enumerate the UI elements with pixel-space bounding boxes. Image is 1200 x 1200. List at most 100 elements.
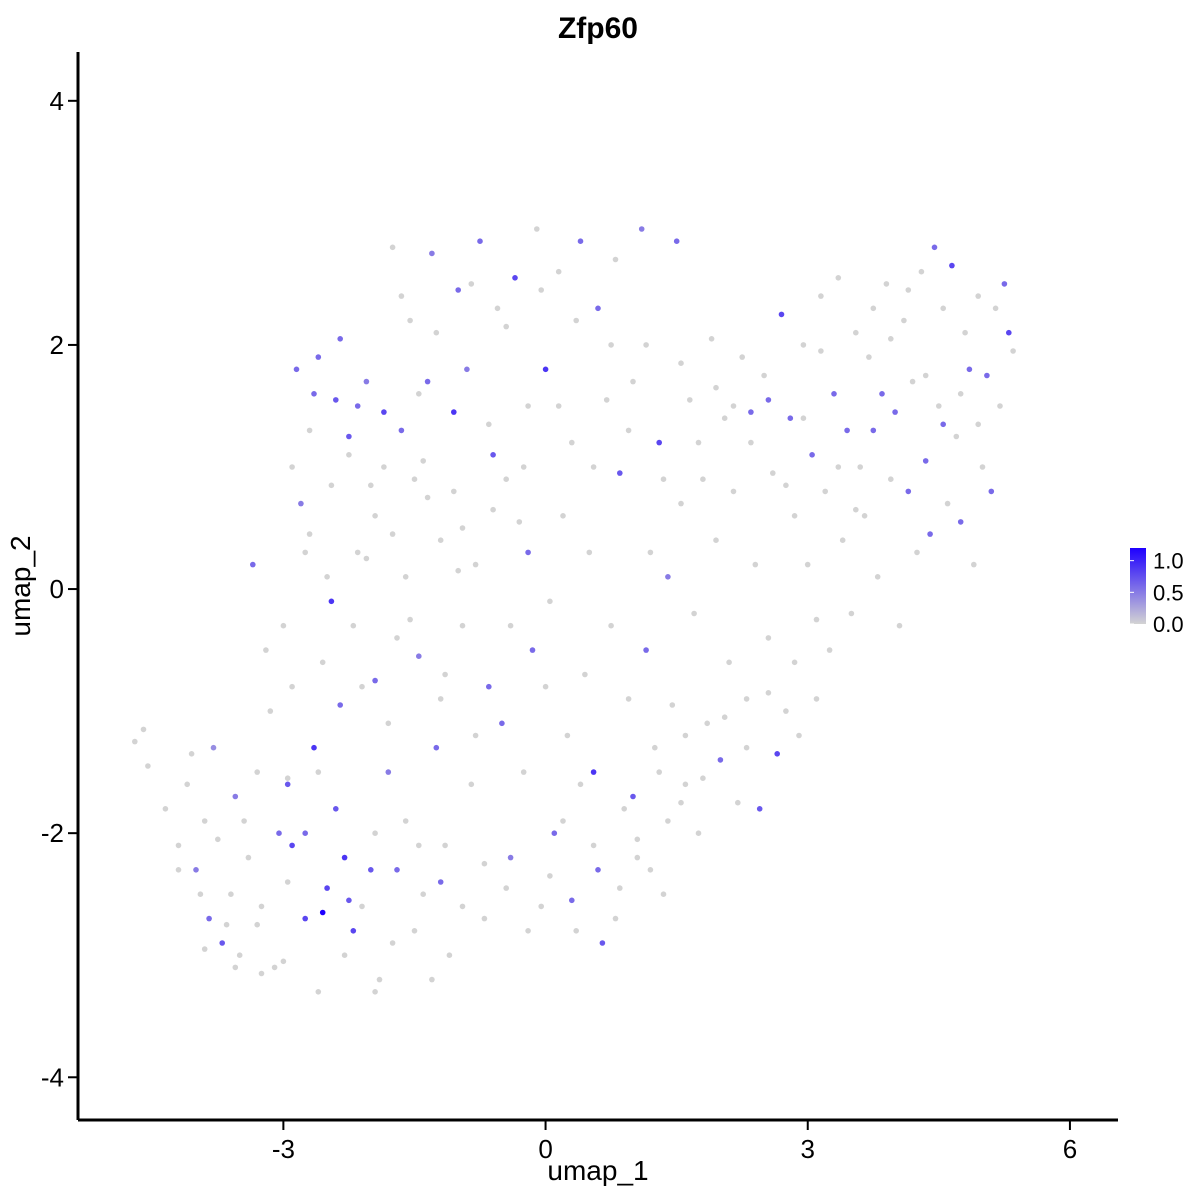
cell-point	[770, 470, 776, 476]
cell-point	[442, 842, 448, 849]
cell-point	[883, 281, 890, 287]
cell-point	[617, 470, 623, 476]
cell-point	[922, 458, 929, 464]
cell-point	[376, 976, 383, 983]
cell-point	[490, 452, 496, 458]
x-tick-label: 0	[538, 1134, 552, 1164]
cell-point	[713, 537, 719, 543]
cell-point	[656, 769, 662, 775]
cell-point	[337, 702, 344, 708]
cell-point	[302, 915, 309, 922]
cell-point	[319, 659, 326, 666]
cell-point	[555, 403, 562, 409]
cell-point	[333, 806, 339, 812]
cell-point	[901, 317, 907, 324]
colorbar-label: 1.0	[1153, 549, 1184, 574]
cell-point	[638, 226, 645, 232]
cell-point	[385, 769, 392, 775]
cell-point	[437, 879, 444, 885]
cell-point	[730, 488, 737, 495]
cell-point	[542, 683, 549, 690]
cell-point	[346, 897, 352, 904]
cell-point	[503, 476, 510, 483]
cell-point	[984, 372, 990, 379]
cell-point	[695, 830, 702, 836]
cell-point	[228, 891, 234, 897]
cell-point	[687, 397, 693, 403]
cell-point	[512, 275, 518, 281]
cell-point	[700, 775, 706, 781]
cell-point	[682, 732, 689, 739]
cell-point	[953, 433, 960, 440]
cell-point	[381, 464, 387, 470]
cell-point	[420, 891, 427, 897]
cell-point	[800, 415, 807, 422]
cell-point	[429, 250, 435, 257]
cell-point	[617, 885, 623, 891]
cell-point	[311, 744, 317, 751]
cell-point	[389, 244, 396, 251]
cell-point	[459, 525, 466, 531]
cell-point	[866, 354, 872, 360]
cell-point	[914, 549, 920, 556]
cell-point	[477, 238, 483, 244]
colorbar-ticks: 0.0 0.5 1.0	[1130, 549, 1184, 637]
cell-point	[608, 622, 614, 629]
points-layer	[132, 226, 1016, 995]
cell-point	[258, 903, 265, 910]
cell-point	[778, 311, 785, 318]
cell-point	[201, 818, 208, 824]
cell-point	[258, 970, 265, 977]
cell-point	[525, 549, 531, 556]
cell-point	[564, 732, 571, 739]
cell-point	[503, 885, 510, 891]
x-tick-label: 3	[801, 1134, 815, 1164]
cell-point	[359, 903, 365, 910]
y-tick-label: 0	[50, 574, 64, 604]
cell-point	[494, 305, 501, 312]
cell-point	[210, 744, 217, 751]
cell-point	[931, 244, 938, 251]
cell-point	[608, 342, 614, 348]
cell-point	[398, 427, 405, 434]
cell-point	[206, 915, 212, 922]
cell-point	[538, 903, 544, 910]
cell-point	[424, 378, 431, 385]
cell-point	[328, 598, 335, 605]
cell-point	[752, 561, 759, 568]
cell-point	[315, 989, 322, 995]
cell-point	[573, 317, 579, 324]
cell-point	[713, 384, 719, 391]
cell-point	[1001, 281, 1008, 287]
cell-point	[402, 574, 409, 580]
x-tick-label: 6	[1063, 1134, 1077, 1164]
x-tick-label: -3	[272, 1134, 295, 1164]
cell-point	[499, 720, 505, 727]
cell-point	[311, 391, 317, 397]
cell-point	[595, 305, 601, 312]
cell-point	[909, 378, 916, 385]
cell-point	[936, 403, 942, 409]
cell-point	[254, 921, 260, 928]
cell-point	[368, 482, 374, 489]
cell-point	[988, 488, 995, 495]
cell-point	[660, 476, 667, 483]
cell-point	[612, 256, 619, 263]
cell-point	[468, 281, 475, 287]
cell-point	[621, 806, 627, 812]
cell-point	[879, 391, 885, 397]
cell-point	[490, 506, 496, 513]
cell-point	[547, 598, 553, 605]
cell-point	[918, 268, 925, 275]
cell-point	[647, 867, 654, 873]
cell-point	[289, 842, 295, 849]
cell-point	[721, 415, 728, 422]
cell-point	[354, 403, 361, 409]
cell-point	[132, 738, 138, 745]
y-tick-label: 2	[50, 330, 64, 360]
cell-point	[678, 799, 684, 806]
cell-point	[542, 366, 549, 373]
cell-point	[437, 696, 444, 702]
cell-point	[241, 818, 247, 824]
cell-point	[870, 427, 877, 434]
